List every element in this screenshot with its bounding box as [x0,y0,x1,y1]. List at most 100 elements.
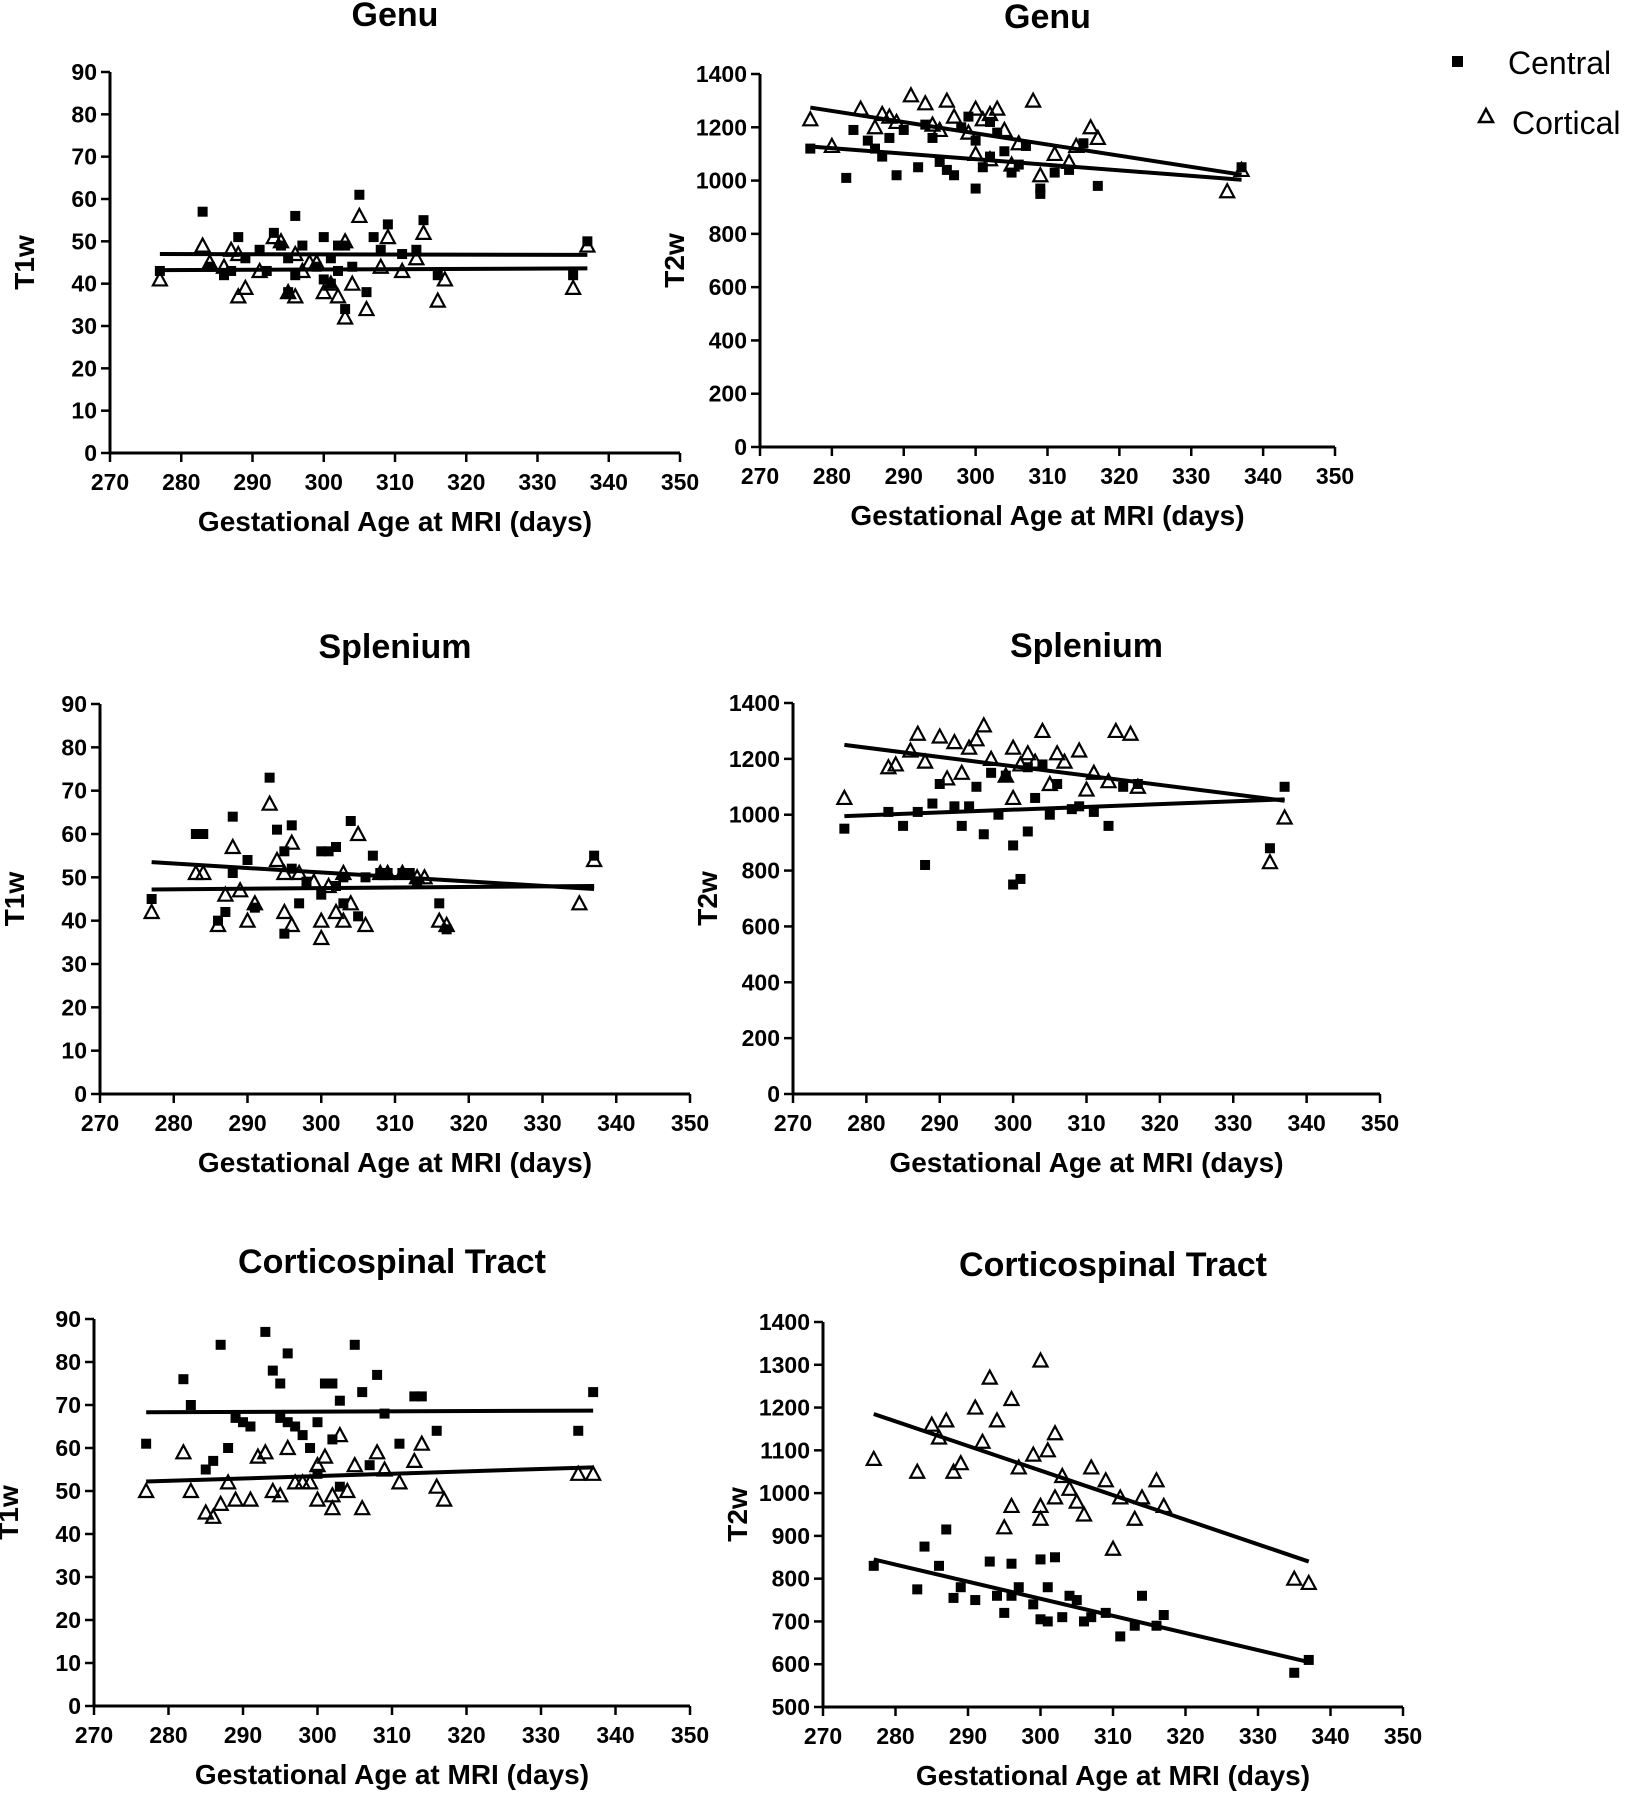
data-point-central [985,151,995,162]
y-tick-label: 0 [68,1693,81,1719]
data-point-central [372,1369,383,1380]
data-point-cortical [265,227,283,245]
data-point-central [870,143,880,154]
data-point-central [1289,1667,1300,1678]
data-point-central [204,261,215,272]
x-tick-label: 320 [1141,1110,1179,1136]
series-central [141,1326,599,1492]
data-point-central [898,124,909,135]
data-point-central [1078,138,1089,149]
data-point-cortical [142,902,161,920]
data-point-cortical [1009,1458,1028,1475]
data-point-central [318,232,329,243]
data-point-central [331,842,341,852]
y-tick-label: 60 [61,821,87,847]
data-point-central [941,1524,952,1535]
x-tick-label: 290 [885,463,923,489]
y-tick-label: 200 [709,381,747,407]
data-point-central [582,236,593,247]
y-tick-label: 700 [772,1608,810,1634]
data-point-central [986,767,997,778]
y-tick-label: 0 [734,434,747,460]
data-point-cortical [336,232,354,249]
data-point-central [416,1391,427,1402]
series-cortical [801,85,1251,199]
x-tick-label: 300 [956,463,994,489]
data-point-central [862,135,873,146]
x-tick-label: 280 [876,1723,914,1749]
data-point-central [992,127,1003,138]
y-tick-label: 600 [709,274,747,300]
data-point-cortical [1053,1466,1072,1484]
data-point-central [999,146,1010,157]
data-point-central [1008,879,1019,890]
data-point-cortical [222,240,240,257]
y-tick-label: 900 [772,1523,810,1549]
x-tick-label: 310 [1067,1110,1105,1136]
data-point-cortical [1099,771,1118,789]
data-point-cortical [334,911,353,928]
data-point-cortical [988,99,1007,116]
data-point-cortical [182,1481,200,1499]
data-point-cortical [390,1473,409,1490]
data-point-central [227,868,238,878]
data-point-central [316,846,327,857]
data-point-central [275,1412,286,1423]
data-point-cortical [293,261,312,279]
data-point-central [333,265,343,276]
data-point-central [993,809,1004,820]
data-point-central [970,135,981,146]
data-point-cortical [1070,741,1089,758]
data-point-cortical [873,104,892,122]
data-point-cortical [585,850,603,868]
data-point-central [1035,188,1046,199]
data-point-cortical [375,1460,394,1477]
data-point-cortical [902,85,920,103]
data-point-central [1100,1607,1111,1618]
data-point-cortical [951,1453,970,1471]
data-point-central [316,889,327,900]
data-point-central [1042,1616,1053,1627]
data-point-cortical [1045,144,1064,162]
data-point-central [290,1421,301,1432]
data-point-cortical [414,223,433,240]
data-point-central [964,801,975,812]
data-point-central [345,816,356,826]
x-tick-label: 350 [1384,1723,1422,1749]
data-point-cortical [1232,160,1251,178]
data-point-cortical [275,902,294,920]
x-tick-label: 280 [162,469,200,495]
data-point-cortical [338,1481,357,1499]
data-point-central [290,210,301,221]
data-point-central [230,1412,241,1423]
data-point-central [223,1443,234,1453]
data-point-cortical [174,1442,193,1460]
data-point-central [1037,759,1048,770]
data-point-central [141,1438,152,1449]
data-point-cortical [930,1428,948,1445]
data-point-central [1103,820,1114,831]
data-point-cortical [1002,1389,1021,1407]
data-point-central [1035,183,1046,194]
data-point-central [934,156,945,167]
data-point-central [200,1464,211,1475]
y-tick-label: 800 [772,1566,810,1592]
chart-title: Splenium [318,628,471,666]
data-point-central [312,1468,323,1479]
data-point-cortical [371,257,390,274]
data-point-central [279,928,290,939]
fit-line-central [146,1408,594,1415]
fit-line-cortical [159,252,588,257]
chart-corticospinal-t2w: 500 600 700 800 900 1000 1100 1200 1300 1400 270 28… [722,1246,1422,1791]
data-point-central [354,189,365,200]
y-tick-label: 10 [55,1650,81,1676]
data-point-central [927,132,938,143]
x-tick-label: 320 [1166,1723,1204,1749]
data-point-cortical [378,863,397,881]
data-point-central [327,1434,338,1445]
y-tick-label: 60 [55,1435,81,1461]
data-point-central [970,1595,981,1606]
data-point-central [146,894,157,904]
